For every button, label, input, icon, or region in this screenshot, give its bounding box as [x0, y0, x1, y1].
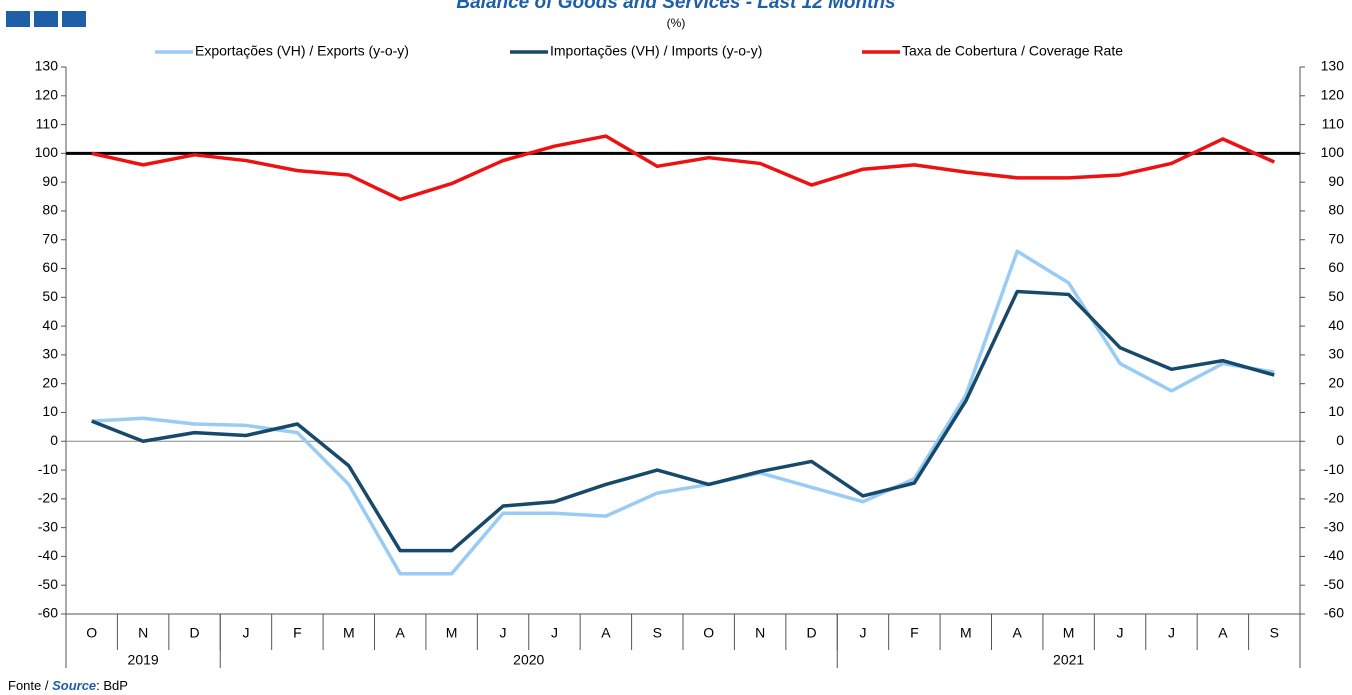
x-tick-label: J	[1117, 625, 1124, 641]
x-tick-label: M	[446, 625, 458, 641]
x-tick-label: S	[653, 625, 662, 641]
y2-tick-label: 130	[1321, 58, 1345, 74]
x-tick-label: D	[806, 625, 816, 641]
y-tick-label: 0	[50, 432, 58, 448]
series-line	[91, 134, 1276, 202]
x-tick-label: A	[601, 625, 611, 641]
x-tick-label: F	[910, 625, 919, 641]
x-tick-label: F	[293, 625, 302, 641]
x-group-label: 2019	[128, 652, 159, 668]
y-tick-label: -50	[38, 576, 58, 592]
y-tick-label: 80	[42, 202, 58, 218]
y-tick-label: 130	[35, 58, 59, 74]
x-tick-label: S	[1270, 625, 1279, 641]
y-tick-label: 110	[36, 115, 59, 131]
y2-tick-label: -50	[1324, 576, 1344, 592]
y2-tick-label: 0	[1336, 432, 1344, 448]
x-group-label: 2020	[513, 652, 544, 668]
y2-tick-label: -20	[1324, 490, 1344, 506]
x-tick-label: J	[500, 625, 507, 641]
x-tick-label: J	[551, 625, 558, 641]
y-tick-label: -10	[38, 461, 58, 477]
y2-tick-label: 60	[1328, 259, 1344, 275]
x-tick-label: N	[138, 625, 148, 641]
y2-tick-label: 110	[1322, 115, 1345, 131]
y-tick-label: 20	[42, 374, 58, 390]
y-tick-label: -30	[38, 518, 58, 534]
y2-tick-label: 30	[1328, 346, 1344, 362]
y2-tick-label: 50	[1328, 288, 1344, 304]
x-tick-label: A	[396, 625, 406, 641]
y-tick-label: 40	[42, 317, 58, 333]
footnote-prefix: Fonte /	[8, 678, 52, 693]
y-tick-label: 10	[42, 403, 58, 419]
y-tick-label: 70	[42, 230, 58, 246]
footnote: Fonte / Source: BdP	[8, 678, 128, 693]
y-tick-label: -20	[38, 490, 58, 506]
x-tick-label: A	[1218, 625, 1228, 641]
footnote-source: Source	[52, 678, 96, 693]
y2-tick-label: 80	[1328, 202, 1344, 218]
y2-tick-label: -40	[1324, 547, 1344, 563]
footnote-suffix: : BdP	[96, 678, 128, 693]
y2-tick-label: 120	[1321, 86, 1345, 102]
y-tick-label: 60	[42, 259, 58, 275]
x-tick-label: M	[960, 625, 972, 641]
x-tick-label: J	[859, 625, 866, 641]
y-tick-label: 90	[42, 173, 58, 189]
chart-title: Balance of Goods and Services - Last 12 …	[456, 0, 895, 13]
x-tick-label: M	[343, 625, 355, 641]
series-line	[91, 249, 1275, 576]
x-group-label: 2021	[1053, 652, 1084, 668]
y2-tick-label: 40	[1328, 317, 1344, 333]
x-tick-label: J	[1168, 625, 1175, 641]
y-tick-label: 50	[42, 288, 58, 304]
x-tick-label: O	[703, 625, 714, 641]
y-tick-label: 120	[35, 86, 59, 102]
x-tick-label: M	[1063, 625, 1075, 641]
y2-tick-label: -30	[1324, 518, 1344, 534]
legend-label: Exportações (VH) / Exports (y-o-y)	[195, 43, 409, 59]
y-tick-label: 30	[42, 346, 58, 362]
x-tick-label: O	[86, 625, 97, 641]
y2-tick-label: -10	[1324, 461, 1344, 477]
y2-tick-label: 70	[1328, 230, 1344, 246]
y2-tick-label: -60	[1324, 605, 1344, 621]
x-tick-label: N	[755, 625, 765, 641]
chart-subtitle: (%)	[667, 16, 686, 30]
y-tick-label: -40	[38, 547, 58, 563]
legend-label: Importações (VH) / Imports (y-o-y)	[550, 43, 762, 59]
y-tick-label: 100	[35, 144, 59, 160]
legend-label: Taxa de Cobertura / Coverage Rate	[902, 43, 1123, 59]
y2-tick-label: 90	[1328, 173, 1344, 189]
series-line	[91, 289, 1275, 553]
y-tick-label: -60	[38, 605, 58, 621]
x-tick-label: A	[1013, 625, 1023, 641]
x-tick-label: D	[189, 625, 199, 641]
y2-tick-label: 100	[1321, 144, 1345, 160]
y2-tick-label: 10	[1328, 403, 1344, 419]
x-tick-label: J	[242, 625, 249, 641]
y2-tick-label: 20	[1328, 374, 1344, 390]
logo	[6, 11, 86, 27]
